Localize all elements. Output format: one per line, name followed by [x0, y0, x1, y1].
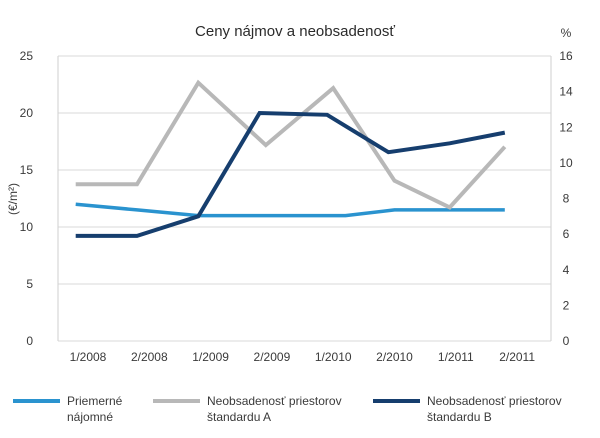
right-tick-label: 12: [559, 120, 573, 134]
x-tick-label: 1/2009: [192, 350, 229, 364]
legend-label-vacancy-b-line1: Neobsadenosť priestorov: [427, 394, 562, 408]
left-tick-label: 15: [20, 163, 34, 177]
right-axis-unit: %: [561, 26, 572, 40]
series-line-1: [75, 202, 505, 218]
legend-item-vacancy-b: Neobsadenosť priestorov štandardu B: [373, 394, 562, 424]
series-layer: [75, 79, 507, 238]
right-tick-label: 2: [563, 298, 570, 312]
right-tick-label: 10: [559, 156, 573, 170]
x-tick-label: 2/2008: [131, 350, 168, 364]
left-tick-label: 25: [20, 49, 34, 63]
left-tick-label: 5: [26, 277, 33, 291]
right-tick-label: 6: [563, 227, 570, 241]
left-tick-label: 10: [20, 220, 34, 234]
legend-label-vacancy-b-line2: štandardu B: [427, 410, 492, 424]
x-tick-label: 1/2011: [438, 350, 474, 364]
legend-label-rent-line1: Priemerné: [67, 394, 123, 408]
x-tick-label: 1/2008: [70, 350, 107, 364]
axis-layer: 0 5 10 15 20 25 0 2 4 6 8 10 12 14 16 1/2008 2/2008 1/200…: [20, 49, 573, 364]
legend-item-rent: Priemerné nájomné: [13, 394, 123, 424]
legend-label-rent-line2: nájomné: [67, 410, 113, 424]
legend: Priemerné nájomné Neobsadenosť priestoro…: [13, 394, 562, 424]
grid-layer: [58, 55, 551, 342]
chart-title: Ceny nájmov a neobsadenosť: [195, 23, 395, 40]
right-tick-label: 8: [563, 192, 570, 206]
left-axis-label: (€/m²): [6, 183, 20, 215]
series-line-3: [75, 110, 506, 238]
x-tick-label: 1/2010: [315, 350, 352, 364]
legend-item-vacancy-a: Neobsadenosť priestorov štandardu A: [153, 394, 342, 424]
x-tick-label: 2/2010: [376, 350, 413, 364]
right-tick-label: 14: [559, 85, 573, 99]
legend-label-vacancy-a-line2: štandardu A: [207, 410, 271, 424]
right-tick-label: 16: [559, 49, 573, 63]
series-line-2: [75, 79, 507, 210]
x-tick-label: 2/2011: [499, 350, 535, 364]
left-tick-label: 0: [26, 334, 33, 348]
left-tick-label: 20: [20, 106, 34, 120]
legend-label-vacancy-a-line1: Neobsadenosť priestorov: [207, 394, 342, 408]
x-tick-label: 2/2009: [254, 350, 291, 364]
right-tick-label: 0: [563, 334, 570, 348]
right-tick-label: 4: [563, 263, 570, 277]
